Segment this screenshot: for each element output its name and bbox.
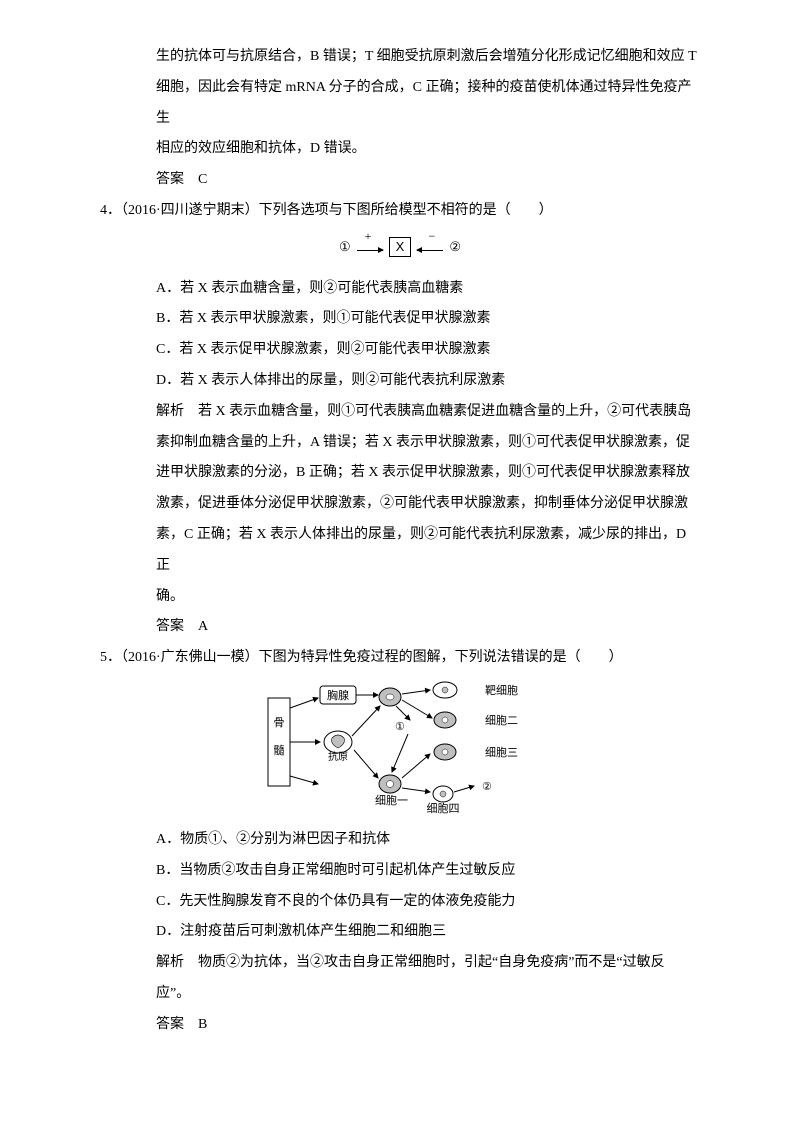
q5-option-b: B．当物质②攻击自身正常细胞时可引起机体产生过敏反应 [100, 856, 700, 887]
q5-immune-diagram: 骨 髓 胸腺 抗原 靶细胞 ① 细胞二 细胞 [260, 680, 540, 815]
diagram-thymus-label: 胸腺 [327, 688, 349, 702]
prev-explanation-line: 相应的效应细胞和抗体，D 错误。 [100, 134, 700, 165]
q4-explanation-line: 素，C 正确；若 X 表示人体排出的尿量，则②可能代表抗利尿激素，减少尿的排出，… [100, 520, 700, 582]
q5-option-d: D．注射疫苗后可刺激机体产生细胞二和细胞三 [100, 917, 700, 948]
q4-explanation-line: 激素，促进垂体分泌促甲状腺激素，②可能代表甲状腺激素，抑制垂体分泌促甲状腺激 [100, 489, 700, 520]
q4-explanation-line: 素抑制血糖含量的上升，A 错误；若 X 表示甲状腺激素，则①可代表促甲状腺激素，… [100, 428, 700, 459]
diagram-antigen-label: 抗原 [328, 750, 348, 763]
diagram-cell3-label: 细胞三 [485, 746, 518, 759]
model-left-label: ① [339, 233, 351, 262]
q4-answer: 答案 A [100, 612, 700, 643]
q4-explanation-line: 解析 若 X 表示血糖含量，则①可代表胰高血糖素促进血糖含量的上升，②可代表胰岛 [100, 397, 700, 428]
q4-option-a: A．若 X 表示血糖含量，则②可能代表胰高血糖素 [100, 274, 700, 305]
arrow-left-icon [417, 250, 443, 251]
model-minus-sign: − [429, 223, 436, 249]
diagram-bone-char: 髓 [274, 744, 285, 757]
prev-explanation-line: 细胞，因此会有特定 mRNA 分子的合成，C 正确；接种的疫苗使机体通过特异性免… [100, 73, 700, 135]
prev-answer: 答案 C [100, 165, 700, 196]
diagram-circle2-label: ② [482, 781, 492, 793]
arrow-right-icon [357, 250, 383, 251]
model-x-box: X [389, 237, 412, 257]
q4-model-diagram: ① + X − ② [100, 233, 700, 264]
model-plus-sign: + [365, 223, 372, 249]
q5-answer: 答案 B [100, 1010, 700, 1041]
model-right-label: ② [449, 233, 461, 262]
q5-explanation-line: 应”。 [100, 979, 700, 1010]
q4-explanation-line: 进甲状腺激素的分泌，B 正确；若 X 表示促甲状腺激素，则①可代表促甲状腺激素释… [100, 458, 700, 489]
q4-explanation-line: 确。 [100, 582, 700, 613]
diagram-cell2-label: 细胞二 [485, 714, 518, 727]
q4-option-c: C．若 X 表示促甲状腺激素，则②可能代表甲状腺激素 [100, 335, 700, 366]
q5-option-a: A．物质①、②分别为淋巴因子和抗体 [100, 825, 700, 856]
q5-explanation-line: 解析 物质②为抗体，当②攻击自身正常细胞时，引起“自身免疫病”而不是“过敏反 [100, 948, 700, 979]
q4-option-d: D．若 X 表示人体排出的尿量，则②可能代表抗利尿激素 [100, 366, 700, 397]
diagram-bone-char: 骨 [274, 716, 285, 729]
prev-explanation-line: 生的抗体可与抗原结合，B 错误；T 细胞受抗原刺激后会增殖分化形成记忆细胞和效应… [100, 42, 700, 73]
diagram-circle1-label: ① [395, 721, 405, 733]
q5-stem: 5．（2016·广东佛山一模）下图为特异性免疫过程的图解，下列说法错误的是（ ） [100, 643, 700, 674]
q5-option-c: C．先天性胸腺发育不良的个体仍具有一定的体液免疫能力 [100, 887, 700, 918]
diagram-target-label: 靶细胞 [485, 684, 518, 697]
diagram-cell4-label: 细胞四 [427, 802, 460, 815]
diagram-cell1-label: 细胞一 [375, 794, 408, 807]
q4-option-b: B．若 X 表示甲状腺激素，则①可能代表促甲状腺激素 [100, 304, 700, 335]
q4-stem: 4．（2016·四川遂宁期末）下列各选项与下图所给模型不相符的是（ ） [100, 196, 700, 227]
